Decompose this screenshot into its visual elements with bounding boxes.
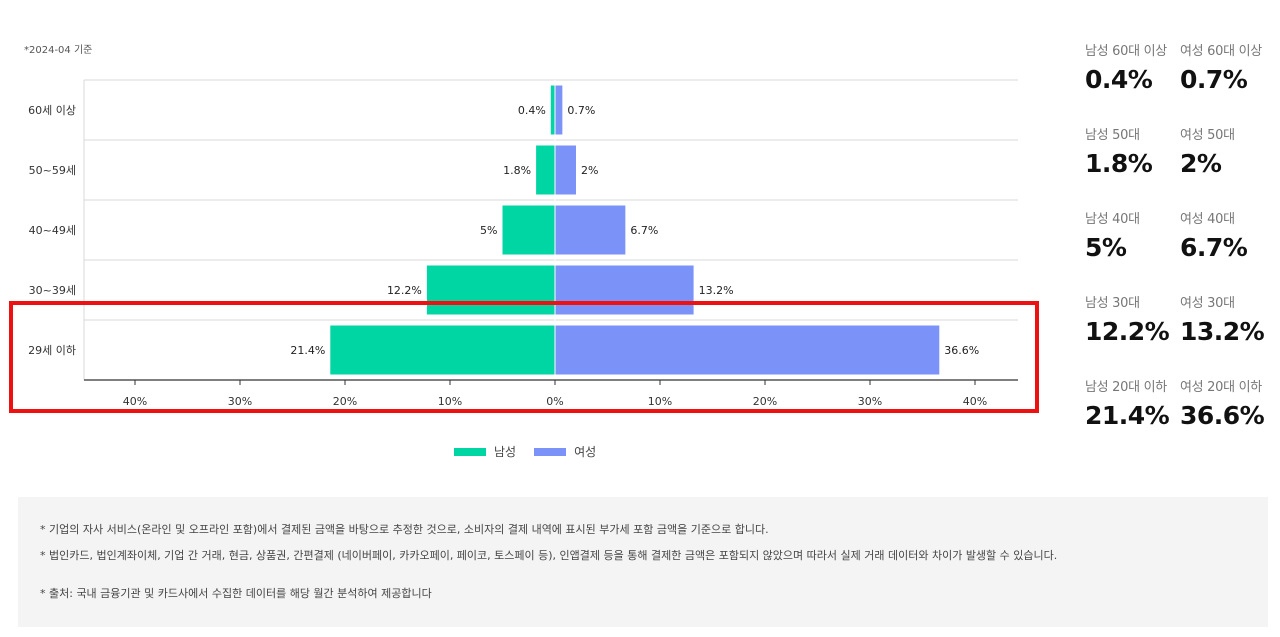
stat-male: 남성 30대 12.2% [1085,292,1180,376]
bar-female [555,205,626,255]
stat-row-40s: 남성 40대 5% 여성 40대 6.7% [1085,208,1275,292]
x-tick-label: 10% [438,395,462,408]
stat-value: 2% [1180,149,1222,178]
data-label-female: 6.7% [630,224,658,237]
legend-swatch-male [454,447,486,456]
category-label: 29세 이하 [28,343,76,357]
stat-value: 0.7% [1180,65,1248,94]
chart-legend: 남성 여성 [454,443,596,460]
bar-female [555,85,563,135]
bar-male [536,145,555,195]
stat-value: 0.4% [1085,65,1153,94]
stat-value: 12.2% [1085,317,1170,346]
highlight-box [9,301,1039,413]
category-label: 30~39세 [29,284,76,297]
legend-item-female[interactable]: 여성 [534,443,596,460]
x-tick-label: 10% [648,395,672,408]
stat-row-50s: 남성 50대 1.8% 여성 50대 2% [1085,124,1275,208]
stat-female: 여성 50대 2% [1180,124,1275,208]
x-tick-label: 40% [963,395,987,408]
legend-item-male[interactable]: 남성 [454,443,516,460]
stat-row-60s: 남성 60대 이상 0.4% 여성 60대 이상 0.7% [1085,40,1275,124]
data-label-female: 13.2% [699,284,734,297]
data-label-male: 1.8% [503,164,531,177]
stat-value: 36.6% [1180,401,1265,430]
stat-label: 남성 30대 [1085,296,1140,311]
bar-male [330,325,555,375]
bar-female [555,265,694,315]
stat-label: 여성 40대 [1180,212,1235,227]
data-label-female: 0.7% [567,104,595,117]
bar-male [550,85,555,135]
stat-label: 여성 30대 [1180,296,1235,311]
footnote-1: * 기업의 자사 서비스(온라인 및 오프라인 포함)에서 결제된 금액을 바탕… [40,523,769,536]
stat-row-20s: 남성 20대 이하 21.4% 여성 20대 이하 36.6% [1085,376,1275,460]
stat-value: 1.8% [1085,149,1153,178]
bar-female [555,145,576,195]
footnotes: * 기업의 자사 서비스(온라인 및 오프라인 포함)에서 결제된 금액을 바탕… [18,497,1268,627]
legend-label-female: 여성 [574,445,597,459]
bar-female [555,325,940,375]
data-label-female: 2% [581,164,598,177]
stat-female: 여성 20대 이하 36.6% [1180,376,1275,460]
footnote-source: * 출처: 국내 금융기관 및 카드사에서 수집한 데이터를 해당 월간 분석하… [40,587,432,600]
stat-row-30s: 남성 30대 12.2% 여성 30대 13.2% [1085,292,1275,376]
category-label: 40~49세 [29,224,76,237]
stat-value: 13.2% [1180,317,1265,346]
data-label-female: 36.6% [944,344,979,357]
stat-label: 여성 50대 [1180,128,1235,143]
stat-female: 여성 30대 13.2% [1180,292,1275,376]
stats-panel: 남성 60대 이상 0.4% 여성 60대 이상 0.7% 남성 50대 1.8… [1085,40,1275,460]
stat-label: 여성 60대 이상 [1180,44,1262,59]
legend-label-male: 남성 [494,445,517,459]
stat-value: 21.4% [1085,401,1170,430]
x-tick-label: 0% [546,395,563,408]
category-label: 60세 이상 [28,104,76,117]
data-label-male: 5% [480,224,497,237]
footnote-2: * 법인카드, 법인계좌이체, 기업 간 거래, 현금, 상품권, 간편결제 (… [40,549,1058,562]
x-tick-label: 20% [333,395,357,408]
legend-swatch-female [534,447,567,456]
x-tick-label: 30% [858,395,882,408]
stat-label: 남성 60대 이상 [1085,44,1167,59]
stat-male: 남성 60대 이상 0.4% [1085,40,1180,124]
stat-male: 남성 40대 5% [1085,208,1180,292]
stat-value: 5% [1085,233,1127,262]
population-pyramid-chart: 60세 이상 0.4% 0.7% 50~59세 1.8% 2% 40~49세 5% 6.7% 30… [28,79,1018,408]
bar-male [426,265,555,315]
stat-male: 남성 20대 이하 21.4% [1085,376,1180,460]
data-label-male: 21.4% [290,344,325,357]
stat-label: 남성 50대 [1085,128,1140,143]
stat-female: 여성 40대 6.7% [1180,208,1275,292]
x-tick-label: 30% [228,395,252,408]
x-tick-label: 40% [123,395,147,408]
data-label-male: 12.2% [387,284,422,297]
as-of-date: *2024-04 기준 [24,45,93,56]
category-label: 50~59세 [29,164,76,177]
x-tick-label: 20% [753,395,777,408]
stat-label: 남성 20대 이하 [1085,380,1167,395]
stat-male: 남성 50대 1.8% [1085,124,1180,208]
bar-male [502,205,555,255]
stat-label: 남성 40대 [1085,212,1140,227]
stat-label: 여성 20대 이하 [1180,380,1262,395]
stat-female: 여성 60대 이상 0.7% [1180,40,1275,124]
stat-value: 6.7% [1180,233,1248,262]
data-label-male: 0.4% [518,104,546,117]
